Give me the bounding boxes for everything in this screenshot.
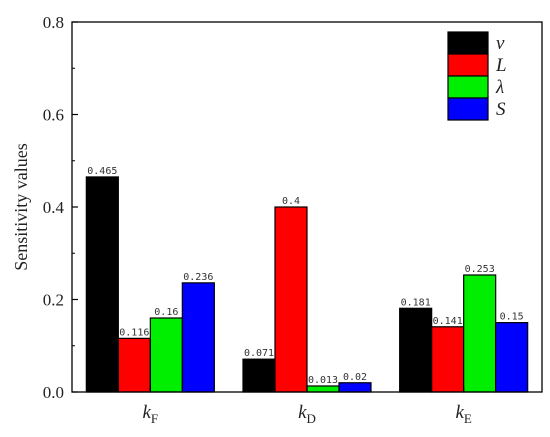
bar [242,358,276,393]
bar [117,337,151,393]
bar [399,307,433,393]
legend-swatch [447,75,489,99]
y-tick-label: 0.6 [43,106,64,125]
x-tick-label: kD [298,402,316,426]
bar [431,326,465,393]
legend-swatch [447,53,489,77]
y-tick-label: 0.0 [43,383,64,402]
bar [495,322,529,393]
bars-layer [85,176,529,393]
legend-label: λ [495,77,504,98]
data-label: 0.4 [282,196,300,207]
data-label: 0.253 [465,264,495,275]
bar [274,206,308,393]
data-label: 0.465 [87,166,117,177]
bar [181,282,215,393]
y-tick-label: 0.4 [43,198,65,217]
x-tick-label-sub: F [151,411,158,426]
data-label: 0.116 [119,327,149,338]
y-axis-title: Sensitivity values [11,143,31,271]
data-label: 0.16 [154,307,178,318]
bar [306,385,340,393]
data-label: 0.15 [500,312,524,323]
bar [85,176,119,393]
x-tick-label: kE [455,402,471,426]
axes-layer: 0.00.20.40.60.8kF kD kE [43,13,543,426]
data-labels-layer: 0.465 0.116 0.16 0.236 0.071 0.4 0.013 0.02 0.18… [87,166,523,386]
x-tick-label-main: k [298,402,307,423]
legend-swatch [447,97,489,121]
legend-label: v [496,33,505,54]
legend-swatch [447,31,489,55]
data-label: 0.181 [401,297,431,308]
data-label: 0.02 [343,372,367,383]
data-label: 0.141 [433,316,463,327]
data-label: 0.236 [183,272,213,283]
legend-label: L [495,55,507,76]
bar [338,382,372,393]
x-tick-label-sub: E [464,411,472,426]
data-label: 0.013 [308,375,338,386]
x-tick-label-sub: D [307,411,316,426]
y-tick-label: 0.2 [43,291,64,310]
bar [463,274,497,393]
data-label: 0.071 [244,348,274,359]
bar [149,317,183,393]
y-tick-label: 0.8 [43,13,64,32]
x-tick-label: kF [142,402,158,426]
legend-label: S [496,99,506,120]
x-tick-label-main: k [455,402,464,423]
x-tick-label-main: k [142,402,151,423]
